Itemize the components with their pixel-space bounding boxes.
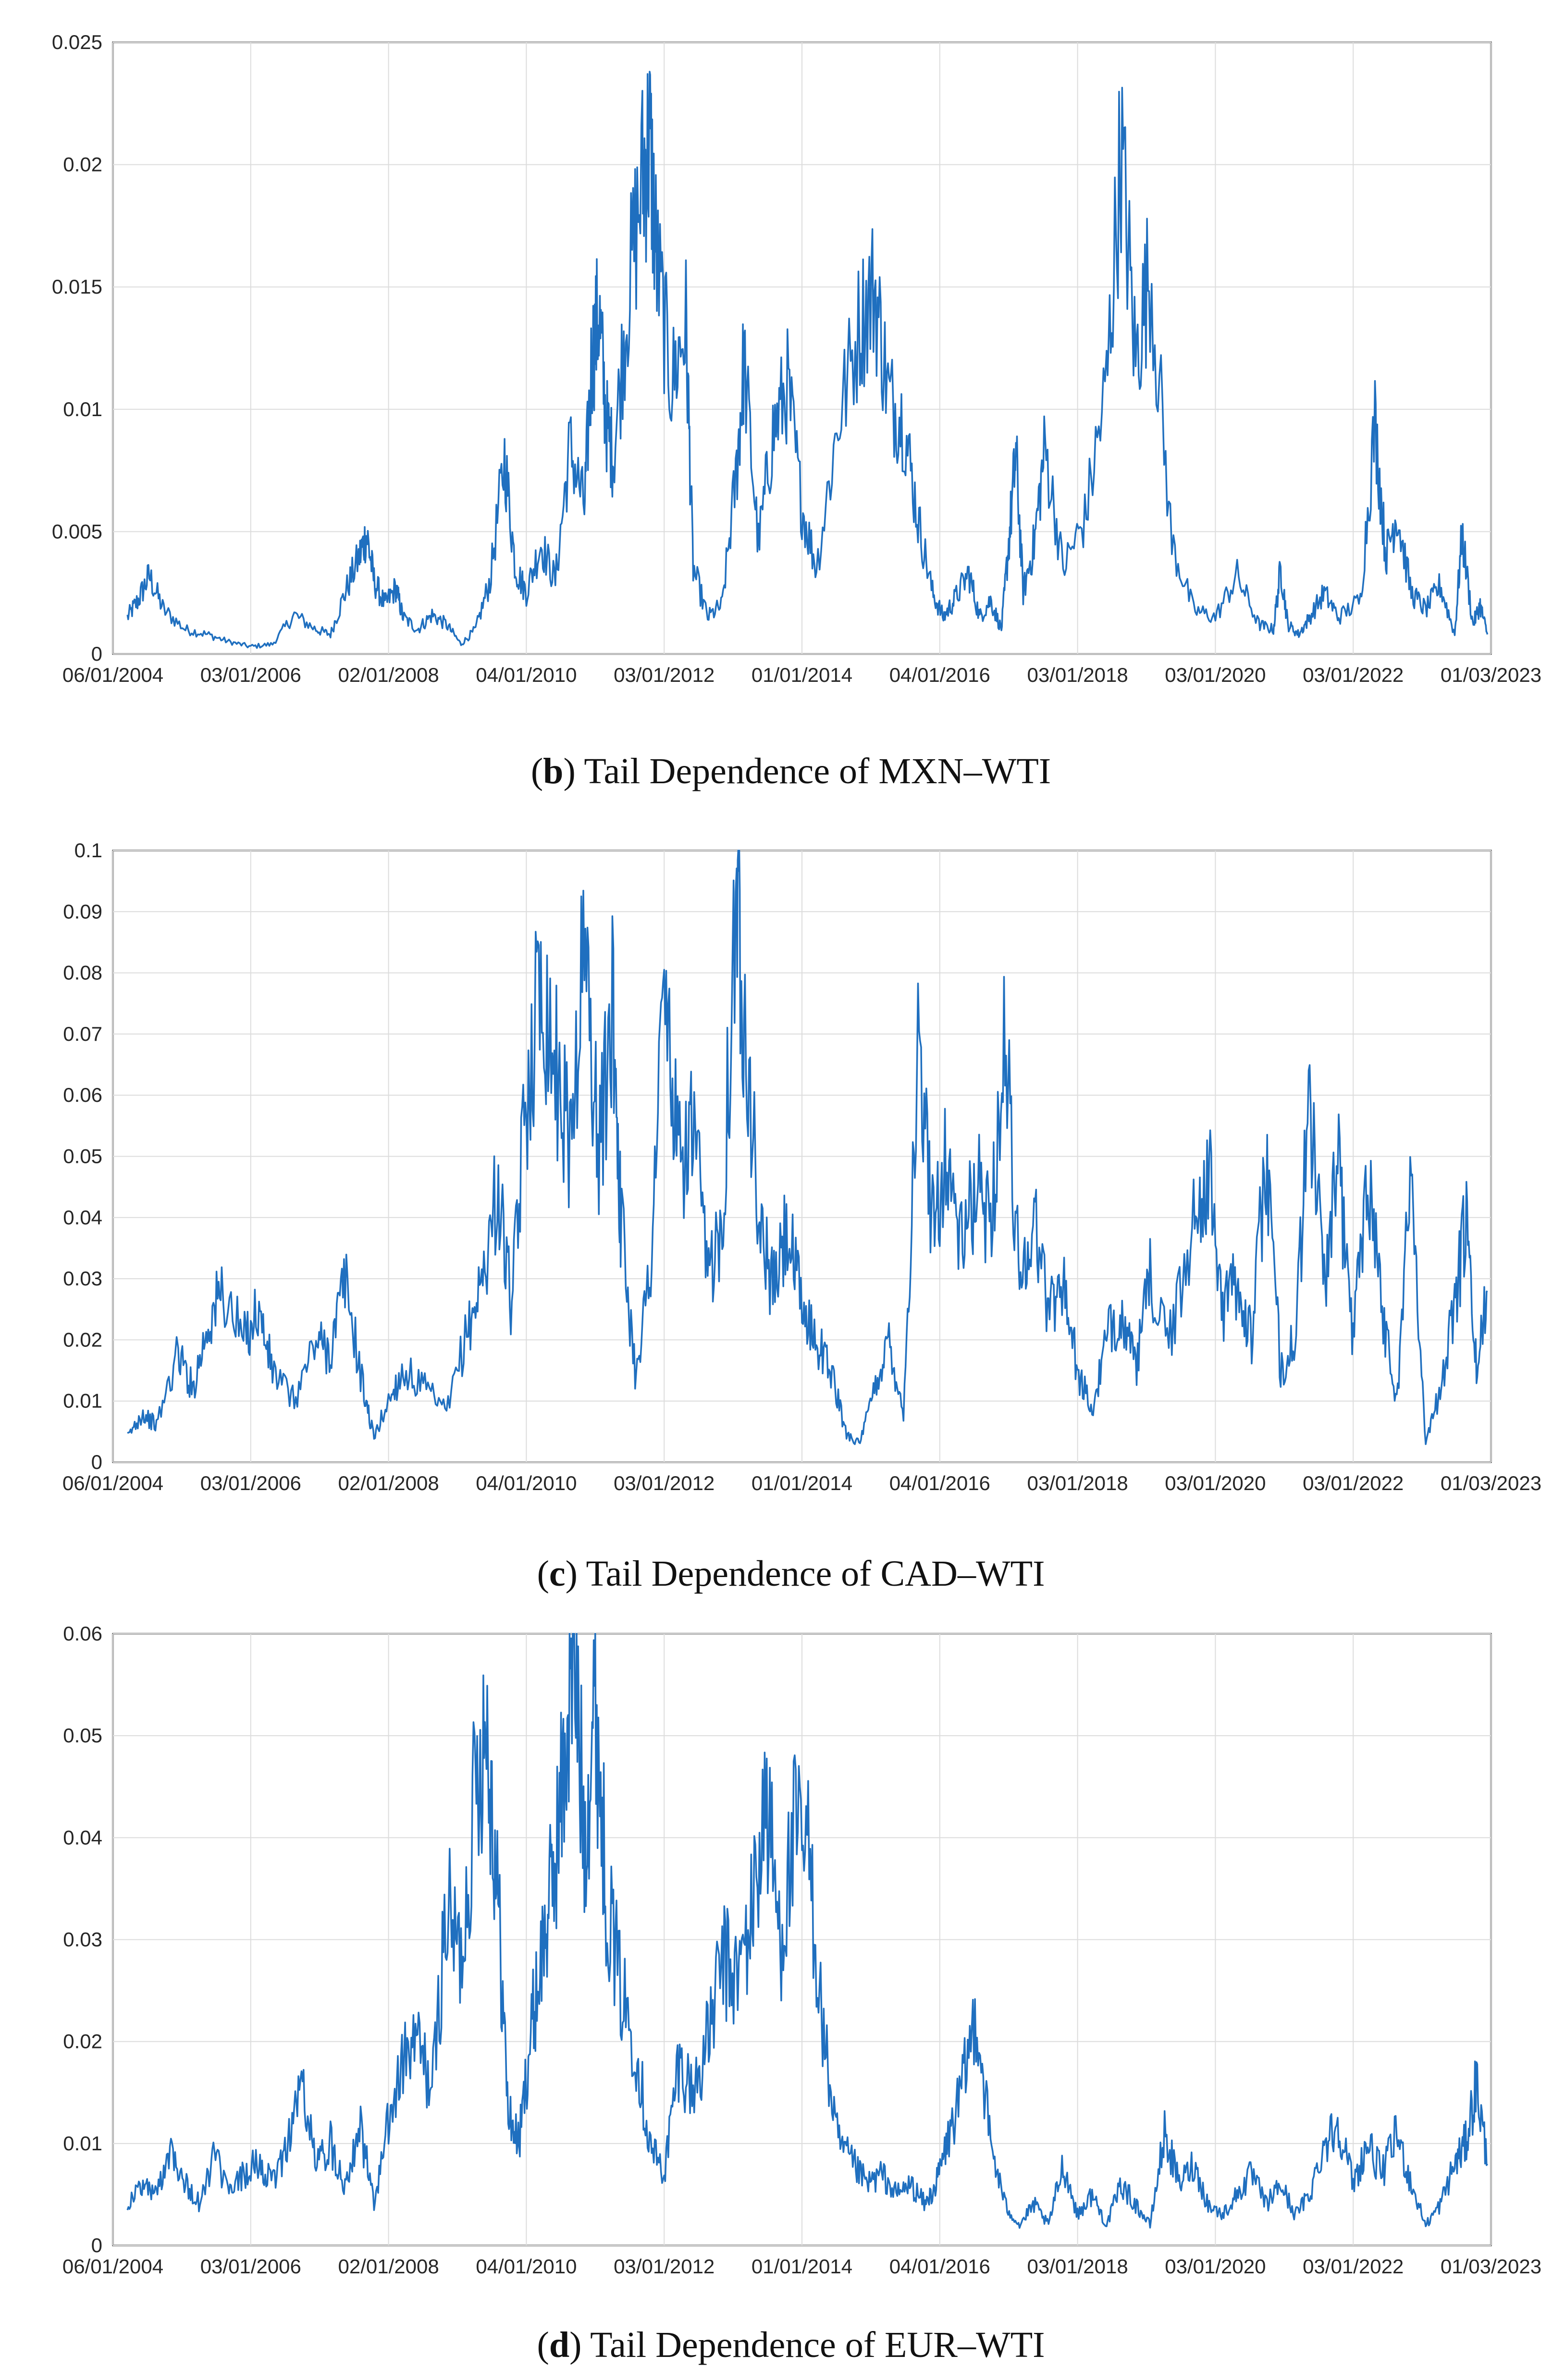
y-tick-label: 0.03 — [63, 1928, 102, 1951]
series-line-cad-wti — [127, 850, 1488, 1445]
x-tick-label: 06/01/2004 — [62, 1472, 163, 1494]
y-tick-labels-c: 0 0.01 0.02 0.03 0.04 0.05 0.06 0.07 0.08 0.09 0.1 — [63, 839, 102, 1473]
y-tick-label: 0.03 — [63, 1267, 102, 1290]
y-tick-label: 0.05 — [63, 1724, 102, 1747]
x-tick-label: 02/01/2008 — [338, 664, 439, 686]
series-line-mxn-wti — [126, 71, 1489, 649]
y-grid-d — [113, 1633, 1491, 2246]
y-tick-labels-d: 0 0.01 0.02 0.03 0.04 0.05 0.06 — [63, 1622, 102, 2257]
x-tick-label: 03/01/2006 — [200, 664, 301, 686]
caption-d: (d) Tail Dependence of EUR–WTI — [537, 2325, 1045, 2365]
panel-c-chart: 06/01/2004 03/01/2006 02/01/2008 04/01/2010… — [62, 839, 1541, 1594]
x-tick-label: 02/01/2008 — [338, 1472, 439, 1494]
x-tick-label: 03/01/2018 — [1027, 1472, 1128, 1494]
y-tick-label: 0.05 — [63, 1145, 102, 1168]
y-tick-labels-b: 0 0.005 0.01 0.015 0.02 0.025 — [52, 31, 102, 665]
y-tick-label: 0.02 — [63, 2030, 102, 2053]
y-tick-label: 0.02 — [63, 153, 102, 176]
x-tick-label: 04/01/2010 — [476, 1472, 577, 1494]
x-tick-label: 03/01/2020 — [1165, 2255, 1266, 2278]
x-tick-label: 01/03/2023 — [1441, 2255, 1541, 2278]
x-tick-label: 03/01/2022 — [1303, 664, 1404, 686]
x-tick-label: 03/01/2012 — [614, 664, 715, 686]
y-grid-b — [113, 42, 1491, 654]
y-tick-label: 0.01 — [63, 1390, 102, 1412]
y-tick-label: 0.01 — [63, 2132, 102, 2155]
x-tick-label: 03/01/2022 — [1303, 1472, 1404, 1494]
caption-b: (b) Tail Dependence of MXN–WTI — [531, 751, 1051, 791]
x-tick-label: 04/01/2016 — [889, 1472, 990, 1494]
caption-letter-d: d — [549, 2325, 569, 2365]
x-tick-label: 01/01/2014 — [752, 664, 852, 686]
y-tick-label: 0.02 — [63, 1328, 102, 1351]
x-tick-label: 03/01/2018 — [1027, 664, 1128, 686]
caption-text-d: Tail Dependence of EUR–WTI — [590, 2325, 1045, 2365]
y-tick-label: 0 — [91, 1451, 102, 1473]
y-tick-label: 0.01 — [63, 398, 102, 420]
y-tick-label: 0.07 — [63, 1023, 102, 1045]
y-tick-label: 0.09 — [63, 900, 102, 923]
caption-letter-b: b — [543, 751, 563, 791]
x-tick-label: 03/01/2006 — [200, 1472, 301, 1494]
caption-c: (c) Tail Dependence of CAD–WTI — [537, 1554, 1045, 1594]
x-tick-label: 03/01/2020 — [1165, 1472, 1266, 1494]
y-tick-label: 0.015 — [52, 275, 102, 298]
x-tick-labels-b: 06/01/2004 03/01/2006 02/01/2008 04/01/2010… — [62, 664, 1541, 686]
x-tick-label: 03/01/2018 — [1027, 2255, 1128, 2278]
x-tick-label: 03/01/2006 — [200, 2255, 301, 2278]
x-tick-label: 01/01/2014 — [752, 1472, 852, 1494]
x-tick-label: 06/01/2004 — [62, 664, 163, 686]
x-tick-label: 03/01/2020 — [1165, 664, 1266, 686]
y-tick-label: 0 — [91, 642, 102, 665]
y-tick-label: 0.04 — [63, 1206, 102, 1229]
x-tick-label: 03/01/2022 — [1303, 2255, 1404, 2278]
y-tick-label: 0 — [91, 2234, 102, 2257]
x-tick-label: 06/01/2004 — [62, 2255, 163, 2278]
y-tick-label: 0.005 — [52, 520, 102, 543]
x-tick-label: 01/03/2023 — [1441, 664, 1541, 686]
y-tick-label: 0.1 — [74, 839, 102, 862]
panel-b-chart: 06/01/2004 03/01/2006 02/01/2008 04/01/2010… — [52, 31, 1541, 791]
x-tick-labels-d: 06/01/2004 03/01/2006 02/01/2008 04/01/2010… — [62, 2255, 1541, 2278]
y-tick-label: 0.025 — [52, 31, 102, 53]
panel-d-chart: 06/01/2004 03/01/2006 02/01/2008 04/01/2010… — [62, 1622, 1541, 2365]
x-tick-label: 01/01/2014 — [752, 2255, 852, 2278]
y-tick-label: 0.06 — [63, 1622, 102, 1645]
x-grid-b — [112, 42, 1491, 654]
x-tick-labels-c: 06/01/2004 03/01/2006 02/01/2008 04/01/2010… — [62, 1472, 1541, 1494]
series-line-eur-wti — [126, 1633, 1488, 2229]
y-tick-label: 0.06 — [63, 1084, 102, 1106]
x-tick-label: 04/01/2010 — [476, 664, 577, 686]
caption-text-b: Tail Dependence of MXN–WTI — [584, 751, 1051, 791]
x-tick-label: 02/01/2008 — [338, 2255, 439, 2278]
x-tick-label: 01/03/2023 — [1441, 1472, 1541, 1494]
x-tick-label: 04/01/2010 — [476, 2255, 577, 2278]
y-tick-label: 0.08 — [63, 962, 102, 984]
caption-letter-c: c — [549, 1554, 566, 1594]
x-tick-label: 04/01/2016 — [889, 2255, 990, 2278]
caption-text-c: Tail Dependence of CAD–WTI — [586, 1554, 1045, 1594]
y-tick-label: 0.04 — [63, 1826, 102, 1849]
x-tick-label: 03/01/2012 — [614, 1472, 715, 1494]
x-tick-label: 04/01/2016 — [889, 664, 990, 686]
x-tick-label: 03/01/2012 — [614, 2255, 715, 2278]
